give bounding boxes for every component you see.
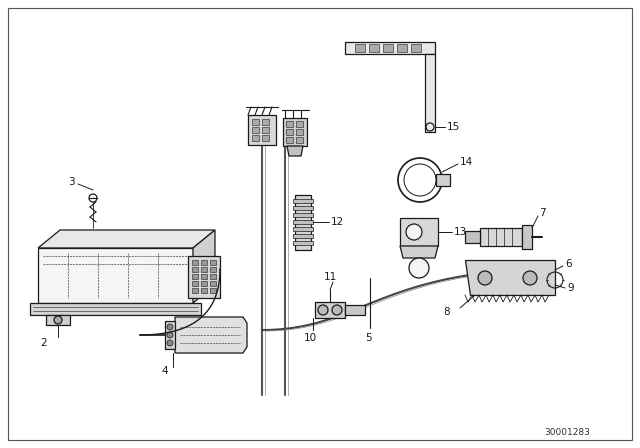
- Polygon shape: [465, 260, 555, 295]
- Polygon shape: [345, 42, 435, 54]
- Polygon shape: [210, 267, 216, 272]
- Circle shape: [478, 271, 492, 285]
- Polygon shape: [252, 127, 259, 133]
- Circle shape: [167, 324, 173, 330]
- Polygon shape: [192, 288, 198, 293]
- Polygon shape: [210, 274, 216, 279]
- Polygon shape: [400, 246, 438, 258]
- Polygon shape: [293, 234, 313, 238]
- Polygon shape: [296, 121, 303, 127]
- Polygon shape: [210, 288, 216, 293]
- Polygon shape: [46, 315, 70, 325]
- Text: 12: 12: [331, 217, 344, 227]
- Polygon shape: [295, 195, 311, 250]
- Polygon shape: [296, 137, 303, 143]
- Polygon shape: [201, 267, 207, 272]
- Text: 14: 14: [460, 157, 473, 167]
- Circle shape: [523, 271, 537, 285]
- Polygon shape: [283, 118, 307, 146]
- Polygon shape: [262, 135, 269, 141]
- Polygon shape: [465, 231, 480, 243]
- Text: 10: 10: [303, 333, 317, 343]
- Polygon shape: [293, 227, 313, 231]
- Polygon shape: [293, 206, 313, 210]
- Text: 6: 6: [565, 259, 572, 269]
- Polygon shape: [252, 119, 259, 125]
- Polygon shape: [201, 260, 207, 265]
- Text: 9: 9: [567, 283, 573, 293]
- Polygon shape: [286, 121, 293, 127]
- Polygon shape: [355, 44, 365, 52]
- Polygon shape: [38, 230, 215, 248]
- Text: 15: 15: [447, 122, 460, 132]
- Polygon shape: [293, 213, 313, 217]
- Polygon shape: [286, 129, 293, 135]
- Circle shape: [409, 258, 429, 278]
- Polygon shape: [397, 44, 407, 52]
- Circle shape: [54, 316, 62, 324]
- Polygon shape: [293, 220, 313, 224]
- Text: 4: 4: [162, 366, 168, 376]
- Text: 2: 2: [41, 338, 47, 348]
- Polygon shape: [193, 230, 215, 303]
- Polygon shape: [287, 146, 303, 156]
- Polygon shape: [38, 248, 193, 303]
- Polygon shape: [248, 115, 276, 145]
- Circle shape: [406, 224, 422, 240]
- Polygon shape: [210, 281, 216, 286]
- Polygon shape: [175, 317, 247, 353]
- Text: 8: 8: [444, 307, 451, 317]
- Polygon shape: [296, 129, 303, 135]
- Text: 13: 13: [454, 227, 467, 237]
- Polygon shape: [30, 303, 201, 315]
- Polygon shape: [262, 127, 269, 133]
- Polygon shape: [201, 281, 207, 286]
- Polygon shape: [252, 135, 259, 141]
- Polygon shape: [201, 274, 207, 279]
- Polygon shape: [400, 218, 438, 246]
- Polygon shape: [345, 305, 365, 315]
- Polygon shape: [201, 288, 207, 293]
- Polygon shape: [480, 228, 522, 246]
- Polygon shape: [383, 44, 393, 52]
- Text: 3: 3: [68, 177, 74, 187]
- Circle shape: [332, 305, 342, 315]
- Polygon shape: [411, 44, 421, 52]
- Polygon shape: [286, 137, 293, 143]
- Polygon shape: [192, 267, 198, 272]
- Polygon shape: [315, 302, 345, 318]
- Text: 11: 11: [323, 272, 337, 282]
- Circle shape: [167, 340, 173, 346]
- Polygon shape: [188, 256, 220, 298]
- Polygon shape: [262, 119, 269, 125]
- Circle shape: [167, 332, 173, 338]
- Polygon shape: [165, 321, 175, 349]
- Text: 7: 7: [539, 208, 546, 218]
- Polygon shape: [436, 174, 450, 186]
- Polygon shape: [192, 260, 198, 265]
- Polygon shape: [369, 44, 379, 52]
- Text: 5: 5: [365, 333, 371, 343]
- Text: 30001283: 30001283: [544, 427, 590, 436]
- Polygon shape: [293, 199, 313, 203]
- Polygon shape: [210, 260, 216, 265]
- Polygon shape: [192, 274, 198, 279]
- Polygon shape: [522, 225, 532, 249]
- Polygon shape: [425, 54, 435, 132]
- Polygon shape: [192, 281, 198, 286]
- Circle shape: [318, 305, 328, 315]
- Polygon shape: [293, 241, 313, 245]
